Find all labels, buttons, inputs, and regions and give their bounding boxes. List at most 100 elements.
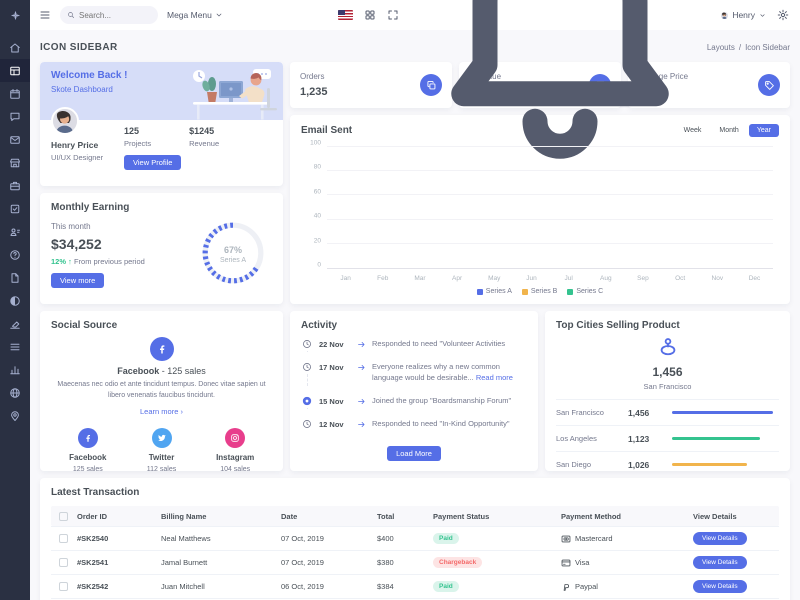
gridline [327, 218, 773, 220]
sidebar-item-eraser[interactable] [0, 312, 30, 335]
arrow-right-icon [357, 340, 366, 349]
skote-logo-icon [10, 10, 21, 21]
load-more-button[interactable]: Load More [387, 446, 441, 462]
search-input[interactable] [79, 10, 149, 20]
bar-aug [587, 147, 624, 268]
sidebar-item-map-pin[interactable] [0, 404, 30, 427]
main-content: ICON SIDEBAR Layouts / Icon Sidebar Welc… [30, 30, 800, 600]
search-box[interactable] [60, 6, 158, 24]
x-axis-label: Oct [675, 275, 686, 282]
settings-gear-icon[interactable] [777, 9, 789, 21]
social-name: Instagram [216, 453, 255, 462]
status-badge: Paid [433, 581, 459, 592]
stat-value: 1,235 [300, 86, 328, 98]
profile-name: Henry Price [51, 140, 99, 150]
sidebar-item-globe[interactable] [0, 381, 30, 404]
range-year[interactable]: Year [748, 124, 779, 137]
sidebar-item-chat[interactable] [0, 105, 30, 128]
brand-logo[interactable] [0, 0, 30, 30]
sidebar-item-file[interactable] [0, 266, 30, 289]
order-id: #SK2542 [77, 582, 109, 591]
help-circle-icon [9, 249, 21, 261]
sidebar-item-layout[interactable] [0, 59, 30, 82]
revenue-value: $1245 [189, 126, 215, 136]
bar-may [476, 147, 513, 268]
social-sales: 125 sales [72, 466, 103, 471]
table-row: #SK2540 Neal Matthews 07 Oct, 2019 $400 … [51, 526, 779, 550]
city-name: San Diego [556, 460, 592, 469]
sidebar-item-home[interactable] [0, 36, 30, 59]
billing-name: Juan Mitchell [161, 582, 205, 591]
sidebar-item-share[interactable] [0, 427, 30, 450]
payment-method: Visa [561, 558, 693, 568]
mega-menu-button[interactable]: Mega Menu [167, 10, 223, 20]
sidebar-item-help-circle[interactable] [0, 243, 30, 266]
y-axis-tick: 20 [313, 237, 321, 245]
top-cities-card: Top Cities Selling Product 1,456 San Fra… [545, 311, 790, 471]
facebook-highlight-button[interactable] [149, 337, 174, 361]
city-row-san-diego: San Diego 1,026 [556, 451, 779, 471]
city-value: 1,123 [628, 433, 650, 444]
select-all-checkbox[interactable] [59, 511, 68, 521]
language-flag-us[interactable] [338, 10, 354, 20]
view-profile-button[interactable]: View Profile [124, 155, 182, 170]
sidebar-item-bar-chart[interactable] [0, 358, 30, 381]
view-more-button[interactable]: View more [51, 273, 105, 288]
period-label: This month [51, 222, 91, 231]
menu-toggle-icon[interactable] [39, 9, 51, 21]
sidebar-item-task-check[interactable] [0, 197, 30, 220]
read-more-link[interactable]: Read more [475, 372, 513, 382]
row-checkbox[interactable] [59, 558, 68, 567]
column-header: Total [377, 511, 395, 521]
range-month[interactable]: Month [711, 124, 746, 137]
email-sent-card: Email Sent Week Month Year 0 20 40 60 80 100 Ja… [290, 115, 790, 304]
highlight-name: Facebook [117, 366, 160, 376]
bar-jul [550, 147, 587, 268]
city-value: 1,026 [628, 459, 650, 470]
earning-delta: 12% ↑ From previous period [51, 257, 145, 266]
user-menu[interactable]: Henry [721, 10, 766, 20]
topbar: Mega Menu 3 Henry [0, 0, 800, 159]
bar-jan [327, 147, 364, 268]
facebook-icon [83, 433, 93, 443]
x-axis-label: Nov [711, 275, 724, 282]
order-id: #SK2541 [77, 558, 109, 567]
top-city-value: 1,456 [652, 365, 683, 379]
view-details-button[interactable]: View Details [693, 580, 747, 593]
sidebar-item-user-detail[interactable] [0, 220, 30, 243]
view-details-button[interactable]: View Details [693, 556, 747, 569]
sidebar-item-list[interactable] [0, 335, 30, 358]
paypal-icon [561, 582, 571, 592]
learn-more-link[interactable]: Learn more › [140, 407, 183, 416]
billing-name: Neal Matthews [161, 534, 211, 543]
sidebar-item-calendar[interactable] [0, 82, 30, 105]
apps-grid-icon[interactable] [364, 9, 376, 21]
range-week[interactable]: Week [676, 124, 710, 137]
activity-card: Activity 22 Nov Responded to need "Volun… [290, 311, 538, 471]
list-icon [9, 341, 21, 353]
social-instagram[interactable]: Instagram 104 sales [198, 428, 272, 471]
task-check-icon [9, 203, 21, 215]
breadcrumb-parent[interactable]: Layouts [706, 42, 735, 52]
sidebar-item-envelope[interactable] [0, 128, 30, 151]
transactions-table: Order ID Billing Name Date Total Payment Sta… [51, 506, 779, 600]
sidebar-item-store[interactable] [0, 151, 30, 174]
view-details-button[interactable]: View Details [693, 532, 747, 545]
row-checkbox[interactable] [59, 534, 68, 543]
top-cities-title: Top Cities Selling Product [556, 320, 680, 331]
social-twitter[interactable]: Twitter 112 sales [125, 428, 199, 471]
x-axis-label: Dec [748, 275, 761, 282]
sidebar-item-contrast[interactable] [0, 289, 30, 312]
social-facebook[interactable]: Facebook 125 sales [51, 428, 125, 471]
fullscreen-icon[interactable] [387, 9, 399, 21]
activity-item: 15 Nov Joined the group "Boardsmanship F… [301, 396, 527, 419]
clock-icon [302, 362, 312, 372]
order-id: #SK2540 [77, 534, 109, 543]
search-icon [67, 11, 75, 19]
row-checkbox[interactable] [59, 582, 68, 591]
activity-date: 22 Nov [319, 340, 344, 349]
activity-item: 17 Nov Everyone realizes why a new commo… [301, 362, 527, 396]
activity-date: 12 Nov [319, 419, 344, 429]
share-icon [9, 433, 21, 445]
sidebar-item-briefcase[interactable] [0, 174, 30, 197]
